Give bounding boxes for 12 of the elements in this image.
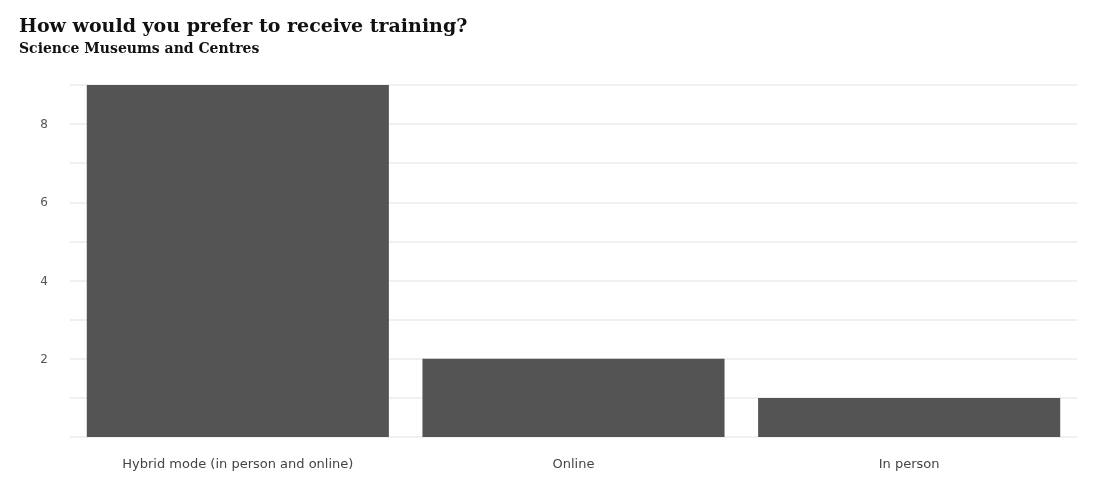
x-tick-label: Online — [552, 456, 595, 471]
y-tick-label: 2 — [40, 351, 48, 366]
y-tick-label: 6 — [40, 195, 48, 210]
x-tick-label: Hybrid mode (in person and online) — [122, 456, 354, 471]
chart-title: How would you prefer to receive training? — [19, 13, 468, 36]
bar — [422, 358, 725, 437]
y-tick-label: 8 — [40, 117, 48, 132]
y-tick-label: 4 — [40, 273, 48, 288]
bar — [758, 397, 1061, 437]
bar — [86, 85, 389, 437]
chart-subtitle: Science Museums and Centres — [19, 40, 260, 56]
x-tick-label: In person — [878, 456, 940, 471]
